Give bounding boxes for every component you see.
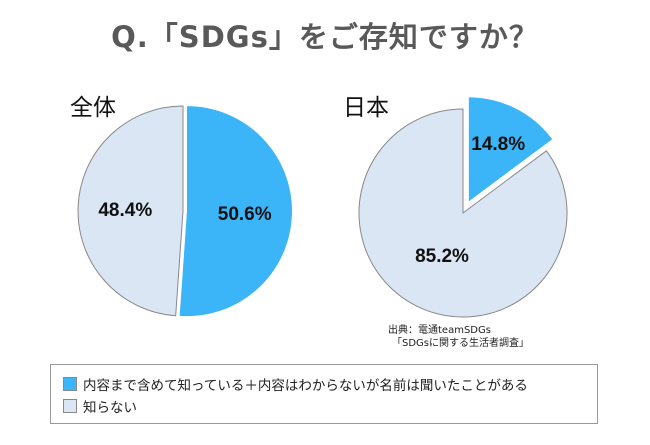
legend-swatch-aware: [63, 377, 77, 391]
legend-item-unaware: 知らない: [63, 395, 597, 417]
legend-label-aware: 内容まで含めて知っている＋内容はわからないが名前は聞いたことがある: [83, 378, 528, 394]
pie-title-japan: 日本: [343, 95, 389, 121]
pie1-label-1: 85.2%: [415, 246, 469, 267]
pie0-slice-0: [179, 106, 292, 317]
pie0-label-0: 50.6%: [218, 204, 272, 225]
source-line2: 「SDGsに関する生活者調査」: [392, 338, 530, 349]
legend-swatch-unaware: [63, 399, 77, 413]
pie0-slice-1: [77, 105, 184, 317]
legend: 内容まで含めて知っている＋内容はわからないが名前は聞いたことがある 知らない: [50, 364, 598, 424]
pie-title-overall: 全体: [70, 95, 116, 121]
legend-item-aware: 内容まで含めて知っている＋内容はわからないが名前は聞いたことがある: [63, 373, 597, 395]
pie1-label-0: 14.8%: [471, 134, 525, 155]
source-line1: 出典：電通teamSDGs: [388, 325, 491, 336]
pie0-label-1: 48.4%: [98, 200, 152, 221]
source-note: 出典：電通teamSDGs 「SDGsに関する生活者調査」: [388, 324, 529, 350]
legend-label-unaware: 知らない: [83, 400, 137, 416]
pie1-slice-0: [468, 97, 553, 202]
question-title: Q.「SDGs」をご存知ですか？: [111, 20, 539, 54]
pie1-slice-1: [358, 108, 568, 318]
